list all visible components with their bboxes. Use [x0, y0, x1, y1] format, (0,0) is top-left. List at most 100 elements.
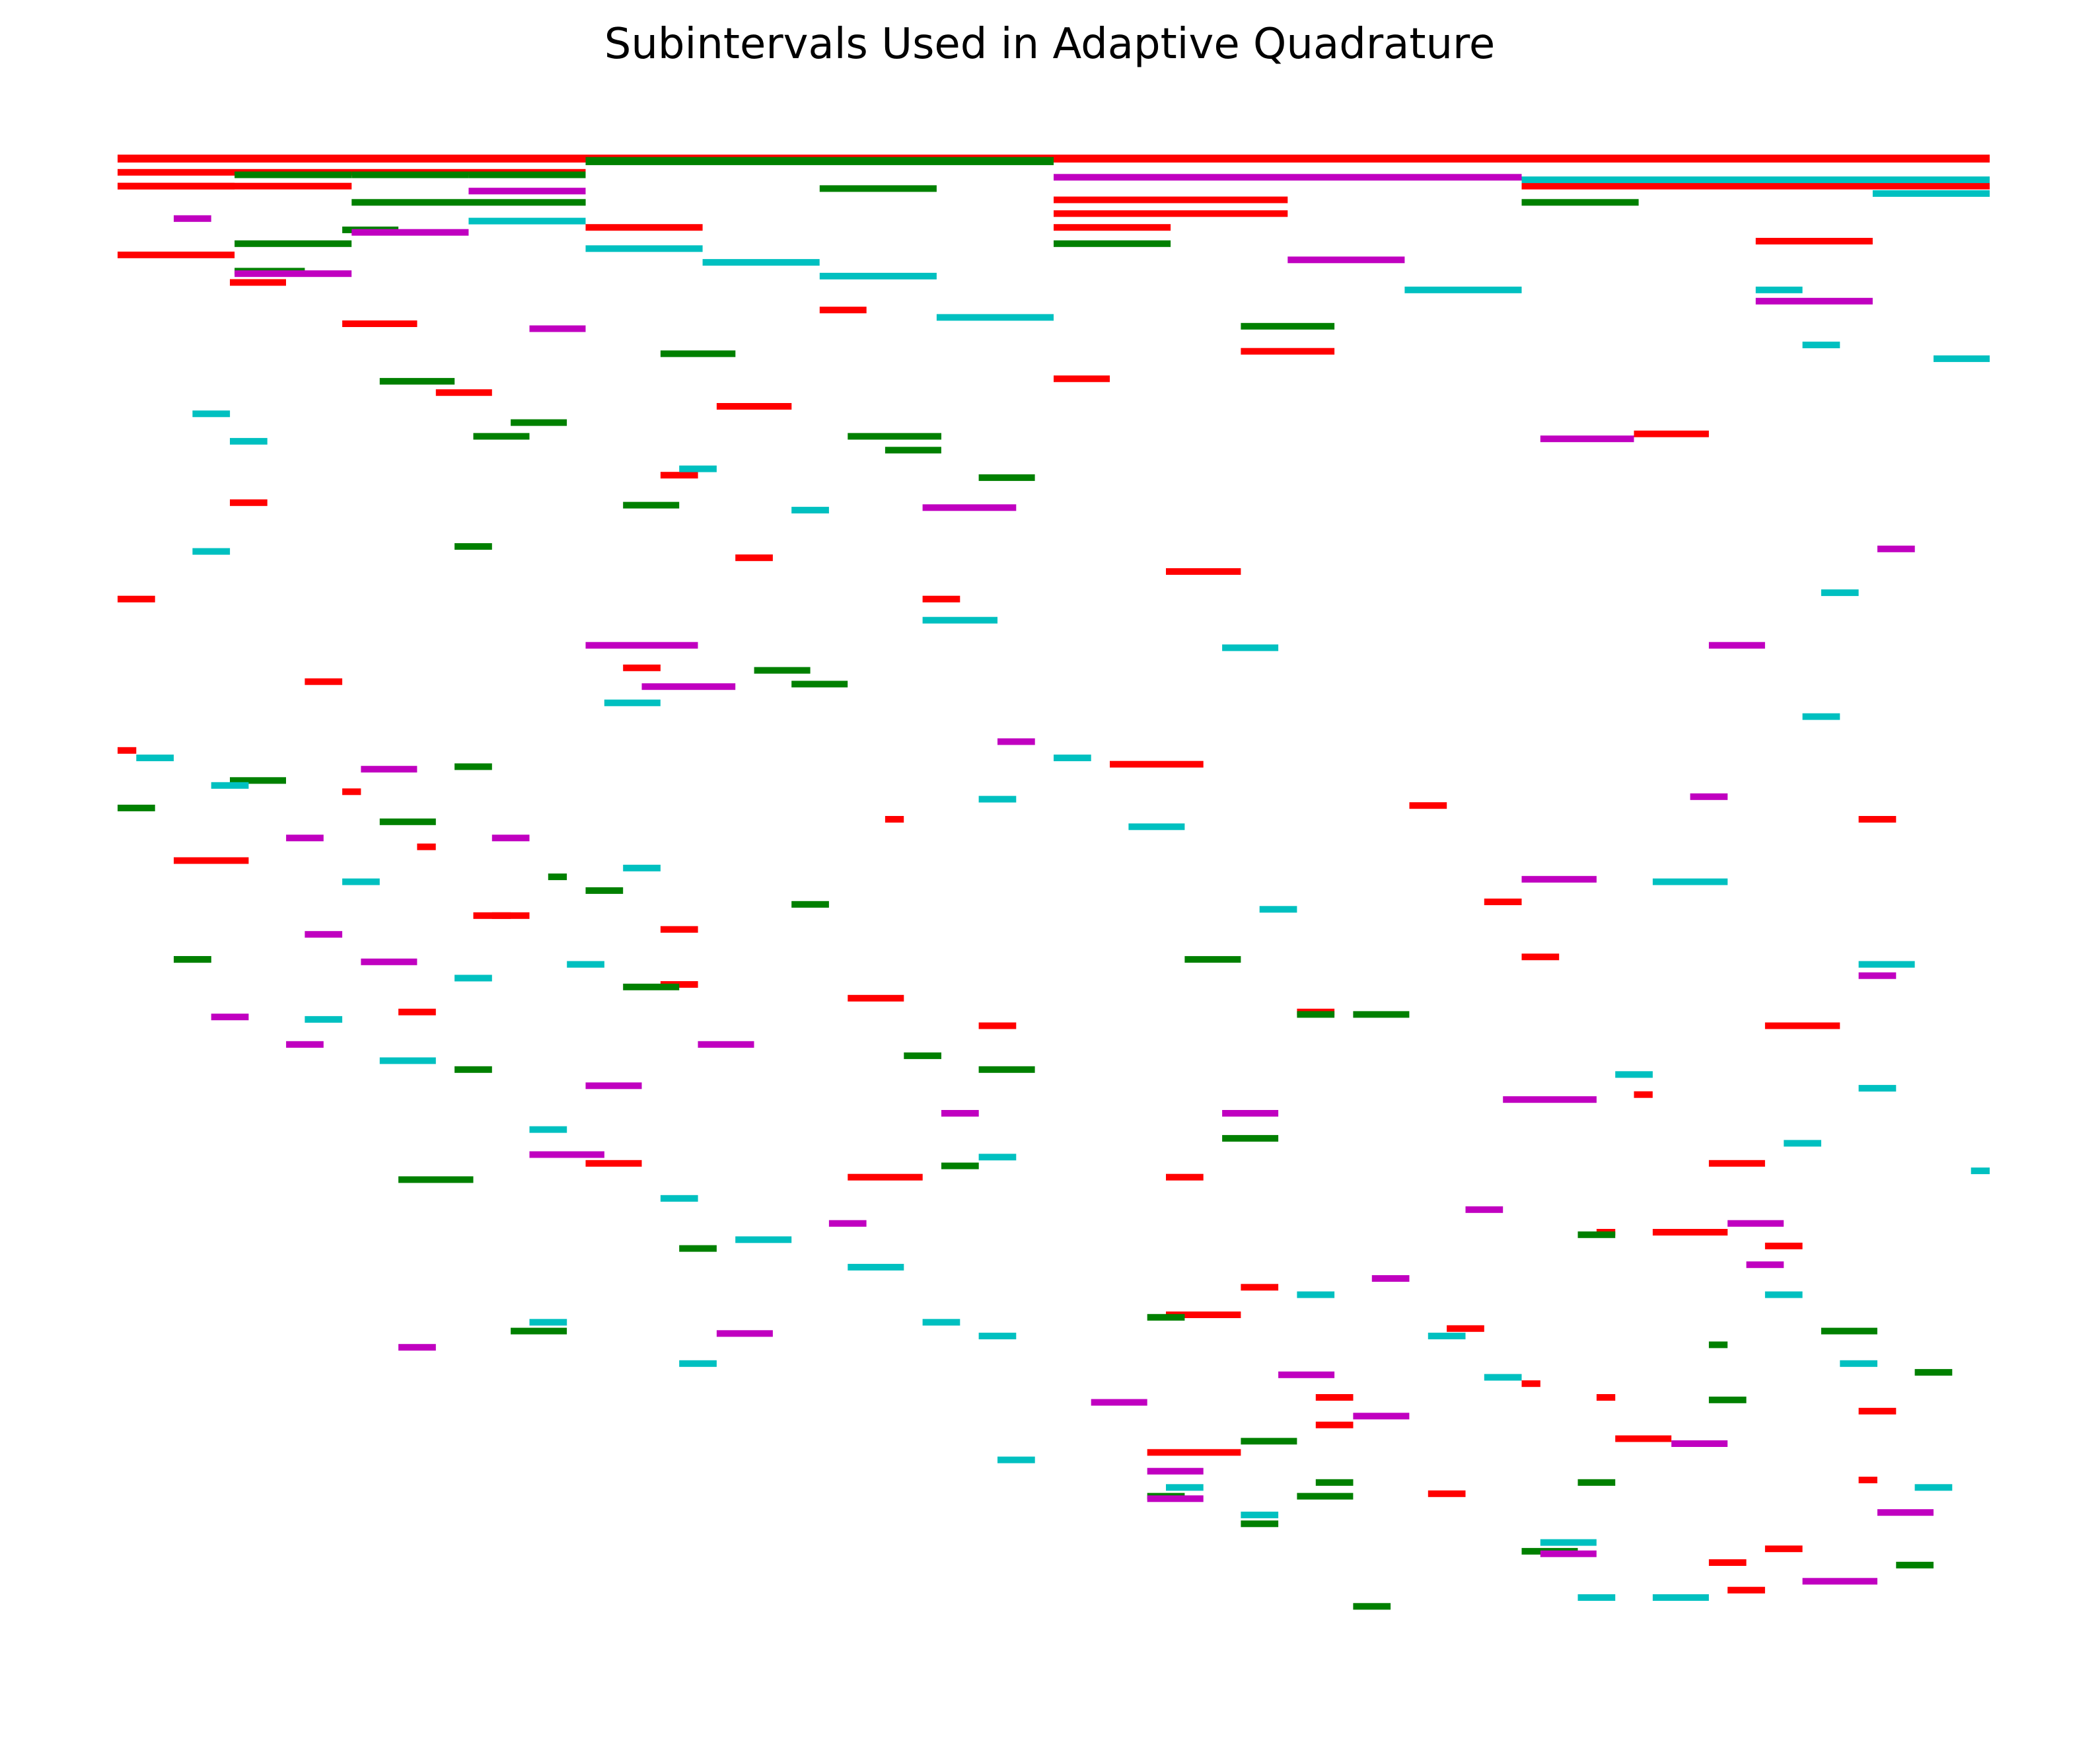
interval-segment: [1128, 823, 1185, 831]
interval-segment: [1147, 1313, 1185, 1321]
interval-segment: [118, 168, 586, 176]
interval-segment: [716, 403, 792, 410]
interval-segment: [454, 543, 492, 550]
interval-segment: [1222, 644, 1279, 651]
interval-segment: [623, 983, 680, 990]
interval-segment: [468, 188, 586, 195]
interval-segment: [118, 804, 155, 811]
chart-title: Subintervals Used in Adaptive Quadrature: [604, 20, 1496, 69]
interval-segment: [585, 1160, 642, 1167]
interval-segment: [1755, 297, 1873, 305]
interval-segment: [305, 1016, 343, 1023]
interval-segment: [1858, 816, 1897, 823]
interval-segment: [1054, 375, 1110, 383]
interval-segment: [1764, 1242, 1803, 1249]
interval-segment: [1091, 1399, 1147, 1406]
interval-segment: [585, 224, 703, 231]
interval-segment: [585, 1082, 642, 1090]
interval-segment: [679, 465, 717, 472]
interval-segment: [604, 699, 661, 706]
interval-segment: [1409, 802, 1447, 809]
interval-segment: [978, 1066, 1035, 1073]
interval-segment: [1764, 1291, 1803, 1298]
interval-segment: [791, 901, 829, 908]
interval-segment: [1858, 972, 1897, 979]
interval-segment: [1521, 875, 1597, 883]
interval-segment: [1840, 1360, 1877, 1367]
interval-segment: [1727, 1220, 1784, 1227]
interval-segment: [1054, 755, 1091, 762]
interval-segment: [1652, 878, 1728, 885]
interval-segment: [1914, 1484, 1953, 1491]
interval-segment: [978, 1022, 1017, 1029]
interval-segment: [1447, 1325, 1484, 1332]
interval-segment: [922, 1319, 960, 1326]
interval-segment: [1315, 1479, 1354, 1486]
interval-segment: [454, 763, 492, 770]
interval-segment: [1802, 1578, 1877, 1585]
interval-segment: [511, 419, 567, 426]
interval-segment: [1166, 1484, 1204, 1491]
interval-segment: [660, 981, 698, 988]
interval-segment: [735, 1236, 792, 1243]
interval-segment: [1222, 1134, 1279, 1142]
interval-segment: [1821, 1327, 1877, 1335]
interval-segment: [885, 447, 941, 454]
interval-segment: [1764, 1022, 1840, 1029]
interval-segment: [174, 215, 211, 222]
interval-segment: [1241, 1520, 1279, 1528]
plot-area: [118, 155, 1990, 1610]
interval-segment: [379, 818, 436, 825]
interval-segment: [230, 437, 268, 445]
interval-segment: [473, 912, 511, 919]
interval-segment: [1521, 199, 1639, 206]
interval-segment: [529, 1319, 567, 1326]
interval-segment: [468, 217, 586, 225]
interval-segment: [641, 683, 736, 690]
interval-segment: [398, 1344, 436, 1351]
interval-segment: [585, 157, 1054, 165]
interval-segment: [1484, 1374, 1522, 1381]
interval-segment: [1147, 1449, 1241, 1456]
interval-segment: [1054, 224, 1171, 231]
interval-segment: [529, 1126, 567, 1133]
interval-segment: [922, 616, 997, 624]
interval-segment: [305, 931, 343, 938]
interval-segment: [1484, 899, 1522, 905]
interval-segment: [716, 1330, 773, 1337]
interval-segment: [1708, 1160, 1765, 1167]
interval-segment: [1287, 256, 1405, 264]
interval-segment: [491, 834, 530, 842]
interval-segment: [342, 788, 361, 795]
interval-segment: [1708, 1341, 1728, 1349]
interval-segment: [885, 816, 904, 823]
interval-segment: [1166, 1312, 1241, 1318]
interval-segment: [1428, 1490, 1466, 1497]
interval-segment: [660, 350, 736, 357]
interval-segment: [1540, 1550, 1597, 1557]
interval-segment: [1858, 1407, 1897, 1415]
interval-segment: [585, 887, 624, 894]
interval-segment: [1802, 342, 1840, 349]
interval-segment: [118, 182, 352, 190]
interval-segment: [1297, 1011, 1335, 1018]
interval-segment: [1315, 1394, 1354, 1401]
interval-segment: [351, 199, 586, 206]
interval-segment: [398, 1176, 474, 1183]
interval-segment: [1297, 1291, 1335, 1298]
interval-segment: [1858, 1477, 1877, 1483]
interval-segment: [922, 504, 1017, 511]
interval-segment: [174, 956, 211, 963]
interval-segment: [454, 975, 492, 982]
interval-segment: [1521, 182, 1990, 190]
interval-segment: [548, 873, 567, 881]
interval-segment: [978, 1154, 1017, 1161]
interval-segment: [1755, 238, 1873, 244]
interval-segment: [585, 642, 698, 649]
interval-segment: [735, 554, 773, 562]
interval-segment: [1577, 1594, 1616, 1601]
interval-segment: [936, 314, 1054, 321]
interval-segment: [342, 320, 417, 327]
interval-segment: [922, 595, 960, 603]
interval-segment: [1615, 1435, 1672, 1442]
